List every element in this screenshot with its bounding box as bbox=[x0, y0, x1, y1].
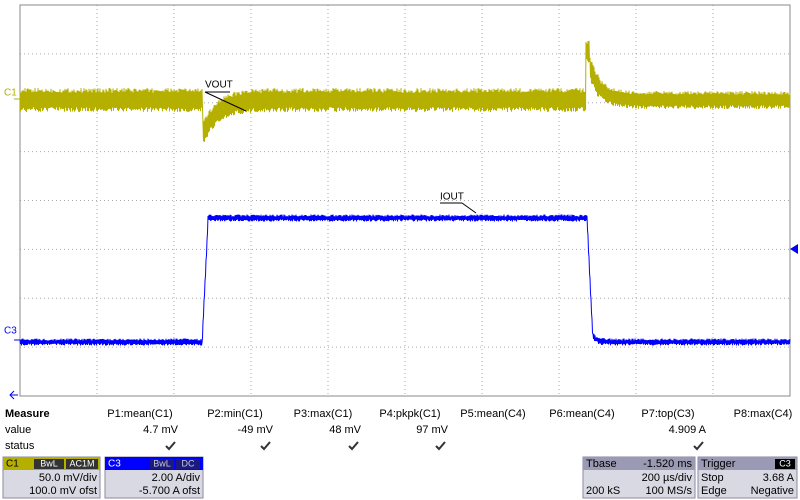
status-check bbox=[693, 441, 704, 451]
trigger-type: Edge bbox=[701, 485, 727, 497]
timebase-panel: Tbase -1.520 ms 200 µs/div 200 kS 100 MS… bbox=[582, 456, 696, 499]
channel-offset: -5.700 A ofst bbox=[139, 485, 200, 497]
sample-rate: 100 MS/s bbox=[646, 485, 693, 497]
tag-bg bbox=[775, 459, 795, 469]
measure-value: 48 mV bbox=[329, 424, 361, 436]
trigger-source: C3 bbox=[779, 458, 791, 468]
trigger-level: 3.68 A bbox=[763, 472, 795, 484]
trigger-panel: Trigger C3 Stop 3.68 A Edge Negative bbox=[697, 456, 798, 499]
measure-header: P5:mean(C4) bbox=[460, 408, 525, 420]
grid-frame bbox=[19, 4, 791, 397]
status-check bbox=[260, 441, 271, 451]
measure-value: 4.909 A bbox=[669, 424, 707, 436]
measure-value: -49 mV bbox=[238, 424, 274, 436]
channel-panel: C3 BwL DC 2.00 A/div -5.700 A ofst bbox=[104, 456, 204, 499]
channel-scale: 50.0 mV/div bbox=[39, 472, 98, 484]
trigger-level-marker bbox=[790, 244, 798, 254]
measure-header: P3:max(C1) bbox=[294, 408, 353, 420]
label-leader bbox=[204, 91, 247, 112]
measure-header: P6:mean(C4) bbox=[549, 408, 614, 420]
measure-value: 97 mV bbox=[416, 424, 448, 436]
measure-header: P4:pkpk(C1) bbox=[379, 408, 440, 420]
measure-header: P1:mean(C1) bbox=[107, 408, 172, 420]
measure-header: P7:top(C3) bbox=[641, 408, 694, 420]
channel-label: C3 bbox=[108, 459, 121, 470]
graticule bbox=[19, 4, 791, 397]
measure-header: P2:min(C1) bbox=[207, 408, 263, 420]
tag: BwL bbox=[40, 458, 58, 468]
panel-title: Trigger bbox=[701, 458, 736, 470]
label-leader bbox=[461, 202, 477, 214]
tag: AC1M bbox=[69, 458, 94, 468]
panel-header bbox=[698, 457, 797, 470]
tag: DC bbox=[182, 458, 195, 468]
channel-scale: 2.00 A/div bbox=[152, 472, 201, 484]
tag-bg bbox=[66, 459, 98, 469]
trigger-slope: Negative bbox=[751, 485, 794, 497]
delay: -1.520 ms bbox=[643, 458, 692, 470]
measure-table: P1:mean(C1) 4.7 mV P2:min(C1) -49 mV P3:max(… bbox=[107, 408, 793, 451]
measure-header: P8:max(C4) bbox=[734, 408, 793, 420]
channel-marker: C3 bbox=[4, 326, 17, 337]
tag: BwL bbox=[153, 458, 171, 468]
samples: 200 kS bbox=[586, 485, 620, 497]
c1-waveform bbox=[19, 40, 791, 142]
measure-title: Measure bbox=[5, 408, 50, 420]
panel-header bbox=[583, 457, 695, 470]
waveforms bbox=[19, 40, 791, 346]
tag-bg bbox=[176, 459, 200, 469]
status-check bbox=[165, 441, 176, 451]
tag-bg bbox=[34, 459, 64, 469]
row-label: value bbox=[5, 424, 31, 436]
c3-waveform bbox=[19, 214, 791, 346]
channel-panel: C1 BwL AC1M 50.0 mV/div 100.0 mV ofst bbox=[2, 456, 101, 499]
channel-marker: C1 bbox=[4, 88, 17, 99]
channel-label: C1 bbox=[6, 459, 19, 470]
trace-label: IOUT bbox=[440, 192, 464, 203]
tag-bg bbox=[150, 459, 174, 469]
status-check bbox=[435, 441, 446, 451]
trace-label: VOUT bbox=[205, 80, 233, 91]
status-check bbox=[348, 441, 359, 451]
channel-offset: 100.0 mV ofst bbox=[29, 485, 97, 497]
row-label: status bbox=[5, 440, 35, 452]
measure-value: 4.7 mV bbox=[143, 424, 179, 436]
trigger-mode: Stop bbox=[701, 472, 724, 484]
time-scale: 200 µs/div bbox=[642, 472, 693, 484]
panel-title: Tbase bbox=[586, 458, 617, 470]
